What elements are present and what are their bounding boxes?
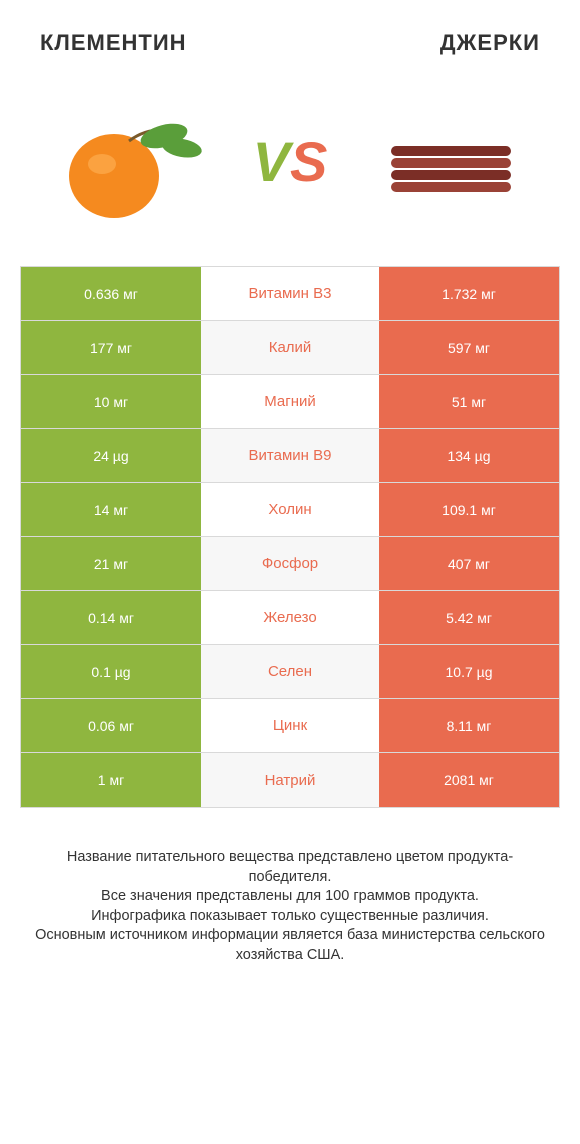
vs-label: VS — [253, 129, 328, 194]
left-value-cell: 0.14 мг — [21, 591, 201, 644]
left-value-cell: 14 мг — [21, 483, 201, 536]
left-value-cell: 0.636 мг — [21, 267, 201, 320]
footer-line: Название питательного вещества представл… — [30, 848, 550, 887]
table-row: 21 мгФосфор407 мг — [21, 537, 559, 591]
table-row: 10 мгМагний51 мг — [21, 375, 559, 429]
nutrient-name-cell: Натрий — [201, 753, 379, 807]
nutrient-name-cell: Холин — [201, 483, 379, 536]
left-value-cell: 24 µg — [21, 429, 201, 482]
nutrient-name-cell: Витамин B9 — [201, 429, 379, 482]
right-value-cell: 5.42 мг — [379, 591, 559, 644]
right-value-cell: 597 мг — [379, 321, 559, 374]
footer-line: Основным источником информации является … — [30, 926, 550, 965]
nutrient-name-cell: Фосфор — [201, 537, 379, 590]
right-value-cell: 134 µg — [379, 429, 559, 482]
footer-note: Название питательного вещества представл… — [0, 808, 580, 965]
nutrient-name-cell: Калий — [201, 321, 379, 374]
left-value-cell: 0.1 µg — [21, 645, 201, 698]
table-row: 24 µgВитамин B9134 µg — [21, 429, 559, 483]
right-food-image — [376, 96, 526, 226]
nutrient-name-cell: Железо — [201, 591, 379, 644]
right-value-cell: 51 мг — [379, 375, 559, 428]
table-row: 0.06 мгЦинк8.11 мг — [21, 699, 559, 753]
right-food-title: ДЖЕРКИ — [440, 30, 540, 56]
left-value-cell: 10 мг — [21, 375, 201, 428]
table-row: 177 мгКалий597 мг — [21, 321, 559, 375]
vs-s: S — [290, 130, 327, 193]
left-value-cell: 177 мг — [21, 321, 201, 374]
table-row: 14 мгХолин109.1 мг — [21, 483, 559, 537]
right-value-cell: 10.7 µg — [379, 645, 559, 698]
header: КЛЕМЕНТИН ДЖЕРКИ — [0, 0, 580, 76]
table-row: 0.14 мгЖелезо5.42 мг — [21, 591, 559, 645]
left-value-cell: 0.06 мг — [21, 699, 201, 752]
nutrient-name-cell: Витамин B3 — [201, 267, 379, 320]
right-value-cell: 109.1 мг — [379, 483, 559, 536]
right-value-cell: 407 мг — [379, 537, 559, 590]
table-row: 0.636 мгВитамин B31.732 мг — [21, 267, 559, 321]
left-value-cell: 21 мг — [21, 537, 201, 590]
vs-v: V — [253, 130, 290, 193]
table-row: 1 мгНатрий2081 мг — [21, 753, 559, 807]
left-value-cell: 1 мг — [21, 753, 201, 807]
footer-line: Все значения представлены для 100 граммо… — [30, 887, 550, 907]
right-value-cell: 2081 мг — [379, 753, 559, 807]
vs-row: VS — [0, 76, 580, 266]
footer-line: Инфографика показывает только существенн… — [30, 907, 550, 927]
left-food-title: КЛЕМЕНТИН — [40, 30, 187, 56]
table-row: 0.1 µgСелен10.7 µg — [21, 645, 559, 699]
nutrient-table: 0.636 мгВитамин B31.732 мг177 мгКалий597… — [20, 266, 560, 808]
right-value-cell: 1.732 мг — [379, 267, 559, 320]
nutrient-name-cell: Магний — [201, 375, 379, 428]
nutrient-name-cell: Селен — [201, 645, 379, 698]
right-value-cell: 8.11 мг — [379, 699, 559, 752]
nutrient-name-cell: Цинк — [201, 699, 379, 752]
left-food-image — [54, 96, 204, 226]
